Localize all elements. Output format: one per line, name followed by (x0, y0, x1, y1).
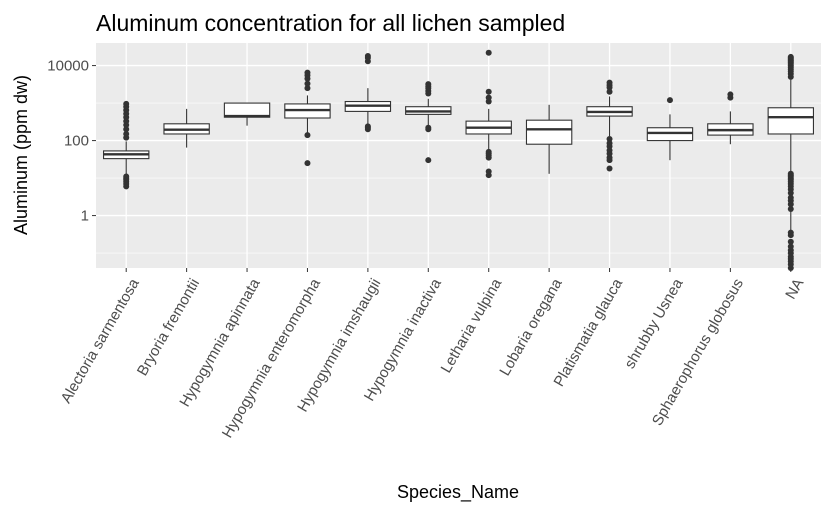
outlier-point (304, 80, 311, 87)
outlier-point (606, 140, 613, 147)
outlier-point (425, 124, 432, 131)
box-11 (707, 91, 754, 145)
outlier-point (485, 88, 492, 95)
chart-title: Aluminum concentration for all lichen sa… (96, 10, 565, 36)
x-tick-label: Lobaria oregana (496, 275, 566, 379)
outlier-point (666, 97, 673, 104)
plot-panel (96, 43, 821, 268)
outlier-point (485, 168, 492, 175)
outlier-point (123, 100, 130, 107)
box-4 (284, 69, 331, 167)
outlier-point (787, 238, 794, 245)
y-axis: 1 100 10000 (47, 58, 96, 225)
outlier-point (485, 49, 492, 56)
outlier-point (304, 132, 311, 139)
outlier-point (425, 81, 432, 88)
outlier-point (123, 126, 130, 133)
box-10 (646, 97, 694, 161)
box-3 (223, 102, 271, 126)
y-tick-label: 10000 (47, 58, 89, 75)
outlier-point (364, 53, 371, 60)
x-tick-label: Letharia vulpina (438, 275, 506, 376)
outlier-point (123, 173, 130, 180)
box-7 (465, 49, 512, 179)
outlier-point (787, 170, 794, 177)
outlier-point (727, 91, 734, 98)
outlier-point (606, 165, 613, 172)
box-2 (163, 108, 210, 148)
box-1 (103, 100, 150, 190)
boxes-layer (103, 49, 814, 271)
x-axis-title: Species_Name (397, 482, 519, 503)
y-tick-label: 1 (81, 208, 89, 225)
x-tick-label: NA (782, 276, 807, 303)
outlier-point (485, 148, 492, 155)
outlier-point (364, 123, 371, 130)
outlier-point (304, 69, 311, 76)
outlier-point (787, 194, 794, 201)
box-6 (405, 81, 452, 164)
outlier-point (787, 53, 794, 60)
y-axis-title: Aluminum (ppm dw) (11, 75, 31, 235)
outlier-point (606, 79, 613, 86)
outlier-point (304, 85, 311, 92)
x-tick-label: Bryoria fremontii (134, 276, 203, 379)
box-9 (586, 79, 633, 172)
outlier-point (787, 229, 794, 236)
outlier-point (123, 130, 130, 137)
box-body (525, 119, 573, 145)
outlier-point (485, 94, 492, 101)
outlier-point (606, 136, 613, 143)
x-tick-label: shrubby Usnea (621, 275, 686, 371)
outlier-point (787, 205, 794, 212)
box-5 (344, 53, 392, 133)
box-body (646, 127, 694, 142)
outlier-point (304, 160, 311, 167)
box-12 (767, 53, 814, 271)
outlier-point (425, 157, 432, 164)
box-body (767, 107, 814, 135)
box-8 (525, 104, 573, 174)
y-tick-label: 100 (64, 133, 89, 150)
x-tick-label: Platismatia glauca (551, 275, 627, 389)
outlier-point (606, 88, 613, 95)
x-tick-label: Alectoria sarmentosa (58, 275, 143, 406)
outlier-point (787, 243, 794, 250)
